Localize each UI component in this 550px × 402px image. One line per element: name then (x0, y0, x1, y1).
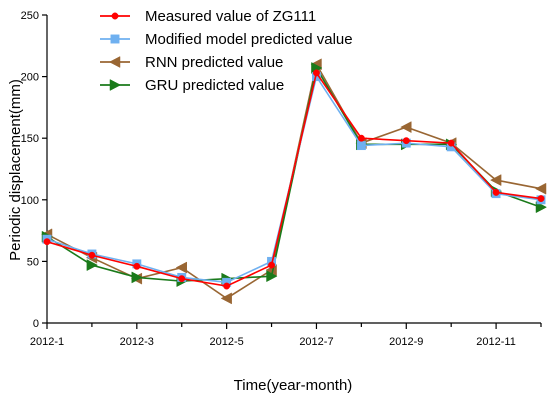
legend-label: GRU predicted value (145, 77, 284, 94)
data-point (266, 270, 278, 283)
data-point (356, 141, 366, 151)
data-point (86, 259, 98, 272)
legend-item: RNN predicted value (100, 54, 283, 71)
legend-item: GRU predicted value (100, 77, 284, 94)
series-line (46, 65, 542, 282)
series-1 (42, 72, 546, 287)
axes: 0 50 100 150 200 250 2012-1 2012-3 2012-5 2012-7 2… (21, 10, 542, 348)
y-tick-label: 250 (21, 10, 39, 22)
y-tick-label: 0 (33, 318, 39, 330)
legend: Measured value of ZG111 Modified model pr… (100, 8, 353, 94)
data-point (223, 282, 231, 290)
x-tick-label: 2012-9 (389, 336, 423, 348)
legend-item: Measured value of ZG111 (100, 8, 316, 25)
x-tick-label: 2012-3 (120, 336, 154, 348)
data-point (88, 251, 96, 259)
series-0 (43, 69, 545, 290)
y-tick-label: 150 (21, 133, 39, 145)
data-point (313, 69, 320, 77)
x-tick-label: 2012-7 (299, 336, 333, 348)
y-tick-label: 100 (21, 195, 39, 207)
series-layer (40, 58, 548, 305)
data-point (175, 261, 187, 274)
series-3 (41, 62, 548, 288)
legend-label: RNN predicted value (145, 54, 283, 71)
data-point (447, 139, 455, 147)
data-point (402, 137, 410, 145)
legend-swatch-marker (111, 12, 119, 20)
data-point (43, 238, 51, 246)
x-tick-label: 2012-1 (30, 336, 64, 348)
legend-swatch-marker (108, 56, 121, 68)
legend-swatch-marker (109, 79, 122, 91)
data-point (268, 261, 275, 269)
data-point (131, 271, 143, 284)
data-point (357, 134, 365, 142)
y-tick-label: 200 (21, 72, 39, 84)
legend-label: Modified model predicted value (145, 31, 353, 48)
x-axis-title: Time(year-month) (234, 377, 353, 394)
x-tick-label: 2012-11 (476, 336, 516, 348)
data-point (133, 262, 141, 270)
y-tick-label: 50 (27, 256, 39, 268)
data-point (220, 292, 232, 305)
legend-item: Modified model predicted value (100, 31, 353, 48)
y-axis-title: Periodic displacement(mm) (7, 79, 24, 261)
data-point (490, 174, 502, 187)
data-point (492, 188, 500, 196)
data-point (178, 275, 186, 283)
legend-label: Measured value of ZG111 (145, 8, 316, 25)
data-point (534, 182, 547, 195)
series-2 (40, 58, 547, 305)
data-point (400, 121, 412, 134)
series-line (46, 74, 542, 284)
x-tick-label: 2012-5 (210, 336, 244, 348)
series-line (46, 70, 542, 287)
data-point (535, 201, 548, 214)
data-point (537, 195, 545, 203)
legend-swatch-marker (110, 34, 120, 44)
